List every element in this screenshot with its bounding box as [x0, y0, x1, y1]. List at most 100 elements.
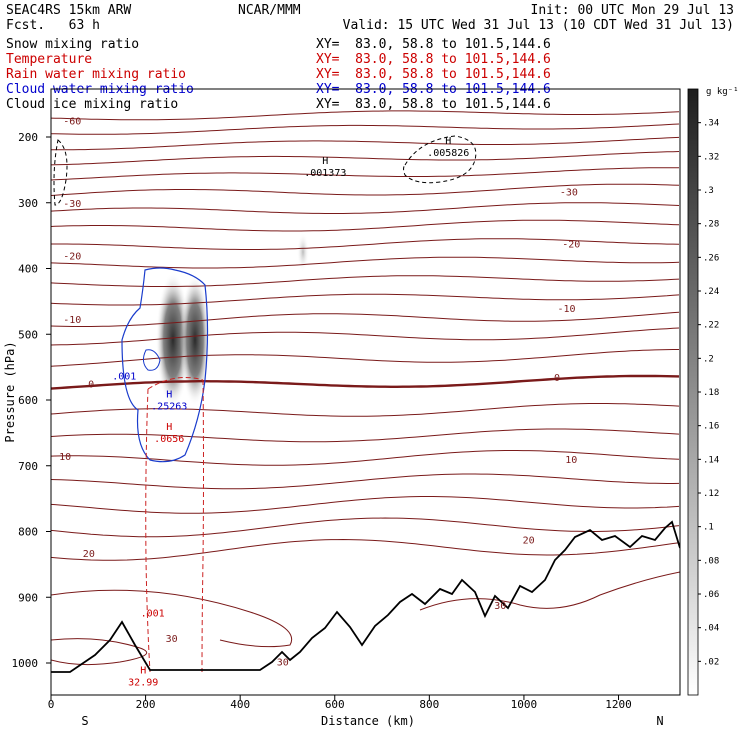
center-label: NCAR/MMM — [238, 3, 301, 18]
legend-temperature-label: Temperature — [6, 52, 93, 67]
isotherm-line — [51, 183, 680, 196]
temperature-label: -30 — [63, 199, 81, 210]
extremum-marker: H — [166, 389, 172, 400]
isotherm-line — [51, 256, 680, 269]
legend-snow-xy: XY= 83.0, 58.8 to 101.5,144.6 — [316, 37, 551, 52]
y-tick-label: 1000 — [12, 657, 39, 670]
y-tick-label: 700 — [18, 460, 38, 473]
temperature-label: 10 — [565, 455, 577, 466]
colorbar-tick-label: .04 — [703, 624, 719, 634]
temperature-label: 30 — [494, 601, 506, 612]
y-tick-label: 500 — [18, 328, 38, 341]
extremum-value-label: 32.99 — [128, 677, 158, 688]
cloud-ice-contour-west — [53, 139, 68, 206]
x-axis-south-label: S — [81, 714, 88, 728]
y-tick-label: 200 — [18, 131, 38, 144]
extremum-marker: H — [445, 136, 451, 147]
snow-shading-core-east — [180, 274, 210, 406]
colorbar-tick-label: .08 — [703, 556, 719, 566]
cloud-water-contour — [121, 267, 209, 463]
y-tick-label: 400 — [18, 263, 38, 276]
valid-time: Valid: 15 UTC Wed 31 Jul 13 (10 CDT Wed … — [342, 18, 734, 33]
temperature-label: -60 — [63, 117, 81, 128]
isotherm-loop-mid — [51, 589, 292, 648]
colorbar-tick-label: .24 — [703, 287, 719, 297]
x-tick-label: 400 — [230, 698, 250, 711]
y-tick-label: 800 — [18, 526, 38, 539]
snow-shading-faint — [297, 232, 309, 272]
isotherm-line — [51, 403, 680, 417]
legend-snow-label: Snow mixing ratio — [6, 37, 140, 52]
x-axis-north-label: N — [656, 714, 663, 728]
x-tick-label: 1000 — [511, 698, 538, 711]
isotherm-loop-low — [51, 638, 148, 666]
temperature-label: 0 — [88, 380, 94, 391]
extremum-marker: H — [322, 156, 328, 167]
rain-water-contour-east — [201, 379, 204, 673]
colorbar-tick-label: .28 — [703, 220, 719, 230]
legend-rain-label: Rain water mixing ratio — [6, 67, 187, 82]
isotherm-line — [51, 293, 680, 306]
colorbar-tick-label: .3 — [703, 186, 714, 196]
isotherm-line — [51, 450, 680, 466]
colorbar-tick-label: .02 — [703, 657, 719, 667]
isotherm-loop-east — [419, 571, 680, 611]
temperature-label: -30 — [560, 188, 578, 199]
temperature-label: -20 — [562, 240, 580, 251]
isotherm-line — [51, 167, 679, 181]
x-tick-label: 0 — [48, 698, 55, 711]
colorbar-tick-label: .14 — [703, 455, 719, 465]
temperature-label: -10 — [63, 315, 81, 326]
init-time: Init: 00 UTC Mon 29 Jul 13 — [530, 3, 735, 18]
legend-cloudwater-xy: XY= 83.0, 58.8 to 101.5,144.6 — [316, 82, 551, 97]
cloud-water-inner-contour — [142, 349, 161, 371]
extremum-value-label: .25263 — [151, 401, 187, 412]
colorbar-tick-label: .22 — [703, 321, 719, 331]
temperature-label: 30 — [277, 658, 289, 669]
legend-rain-xy: XY= 83.0, 58.8 to 101.5,144.6 — [316, 67, 551, 82]
isotherm-line — [51, 238, 680, 250]
y-tick-label: 300 — [18, 197, 38, 210]
colorbar-tick-label: .2 — [703, 354, 714, 364]
temperature-label: 10 — [59, 452, 71, 463]
temperature-label: -10 — [557, 304, 575, 315]
x-tick-label: 200 — [136, 698, 156, 711]
model-title: SEAC4RS 15km ARW — [6, 3, 132, 18]
isotherm-line — [51, 327, 680, 346]
isotherm-line — [51, 136, 680, 151]
isotherm-line — [51, 202, 680, 214]
colorbar — [687, 88, 699, 696]
colorbar-tick-label: .34 — [703, 119, 719, 129]
cloud-ice-contour — [403, 135, 477, 184]
snow-shading-core-west — [156, 272, 190, 408]
extremum-value-label: .001 — [112, 372, 136, 383]
x-tick-label: 600 — [325, 698, 345, 711]
isotherm-line — [51, 496, 680, 514]
forecast-hour: Fcst. 63 h — [6, 18, 100, 33]
extremum-marker: H — [140, 665, 146, 676]
colorbar-tick-label: .1 — [703, 523, 714, 533]
y-axis-label: Pressure (hPa) — [3, 341, 17, 442]
colorbar-tick-label: .18 — [703, 388, 719, 398]
isotherm-line — [51, 219, 680, 232]
isotherm-line — [51, 428, 680, 443]
extremum-value-label: .005826 — [427, 148, 469, 159]
isotherm-line — [51, 374, 680, 390]
temperature-label: 20 — [523, 535, 535, 546]
isotherm-line — [51, 123, 680, 135]
isotherm-line — [51, 275, 680, 287]
colorbar-unit: g kg⁻¹ — [706, 87, 739, 97]
colorbar-tick-label: .06 — [703, 590, 719, 600]
terrain-profile — [51, 520, 680, 673]
temperature-label: 30 — [166, 634, 178, 645]
y-tick-label: 600 — [18, 394, 38, 407]
extremum-marker: H — [166, 422, 172, 433]
extremum-value-label: .0656 — [154, 434, 184, 445]
isotherm-line — [51, 473, 680, 490]
temperature-label: -20 — [63, 251, 81, 262]
isotherm-line — [51, 517, 680, 538]
isotherm-line — [51, 349, 679, 367]
x-tick-label: 800 — [419, 698, 439, 711]
legend-cloudwater-label: Cloud water mixing ratio — [6, 82, 194, 97]
colorbar-tick-label: .12 — [703, 489, 719, 499]
